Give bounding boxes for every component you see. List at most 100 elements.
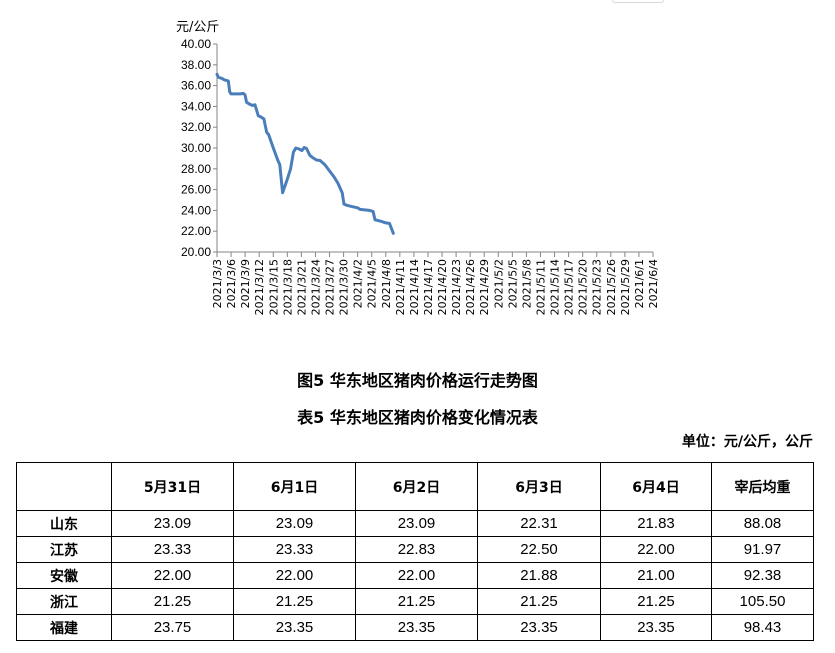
cell: 22.50 [477, 536, 601, 563]
header-cell-jun3: 6月3日 [477, 462, 601, 511]
x-tick-label: 2021/5/2 [492, 259, 505, 308]
table-row: 安徽 22.00 22.00 22.00 21.88 21.00 92.38 [16, 562, 814, 589]
x-tick-label: 2021/3/9 [239, 259, 252, 308]
price-line-series [215, 72, 395, 235]
cell: 23.09 [355, 510, 478, 537]
y-tick-label: 36.00 [181, 79, 211, 93]
cell: 22.83 [355, 536, 478, 563]
x-tick-label: 2021/5/20 [577, 259, 590, 315]
table-row: 福建 23.75 23.35 23.35 23.35 23.35 98.43 [16, 614, 814, 641]
cell: 23.09 [233, 510, 356, 537]
x-tick-label: 2021/5/14 [549, 259, 562, 315]
x-tick-label: 2021/4/20 [436, 259, 449, 315]
cell: 22.00 [355, 562, 478, 589]
cell: 21.25 [233, 588, 356, 615]
price-change-table: 5月31日 6月1日 6月2日 6月3日 6月4日 宰后均重 山东 23.09 … [16, 462, 814, 641]
x-tick-label: 2021/3/21 [295, 259, 308, 315]
x-tick-label: 2021/5/23 [591, 259, 604, 315]
y-tick-label: 20.00 [181, 245, 211, 259]
y-tick-label: 38.00 [181, 58, 211, 72]
x-tick-label: 2021/4/8 [380, 259, 393, 308]
y-tick-label: 32.00 [181, 120, 211, 134]
y-tick-label: 34.00 [181, 99, 211, 113]
x-tick-label: 2021/4/5 [366, 259, 379, 308]
x-tick-label: 2021/3/12 [253, 259, 266, 315]
cell: 23.09 [111, 510, 234, 537]
x-tick-label: 2021/5/5 [506, 259, 519, 308]
x-tick-label: 2021/5/26 [605, 259, 618, 315]
x-tick-label: 2021/4/11 [394, 259, 407, 315]
unit-note: 单位：元/公斤，公斤 [681, 434, 813, 450]
x-tick-label: 2021/4/26 [464, 259, 477, 315]
table-header-row: 5月31日 6月1日 6月2日 6月3日 6月4日 宰后均重 [16, 462, 814, 511]
y-tick-label: 22.00 [181, 224, 211, 238]
y-tick-label: 28.00 [181, 162, 211, 176]
y-tick-label: 30.00 [181, 141, 211, 155]
cell: 88.08 [711, 510, 814, 537]
cell: 23.33 [233, 536, 356, 563]
cell: 23.35 [477, 614, 601, 641]
cell: 23.35 [355, 614, 478, 641]
header-cell-avg-weight: 宰后均重 [711, 462, 814, 511]
cell: 23.75 [111, 614, 234, 641]
figure-title: 图5 华东地区猪肉价格运行走势图 [297, 371, 538, 390]
chart-plot-area: 元/公斤 40.00 38.00 36.00 34.00 32.00 30.00 28.00… [176, 20, 660, 315]
x-tick-label: 2021/3/3 [211, 259, 224, 308]
cell: 21.83 [600, 510, 712, 537]
y-tick-label: 40.00 [181, 37, 211, 51]
y-tick-label: 24.00 [181, 203, 211, 217]
y-axis: 40.00 38.00 36.00 34.00 32.00 30.00 28.00 26.00… [181, 37, 218, 259]
corner-artifact [612, 0, 664, 3]
table-row: 山东 23.09 23.09 23.09 22.31 21.83 88.08 [16, 510, 814, 537]
cell: 22.00 [111, 562, 234, 589]
cell: 23.35 [600, 614, 712, 641]
cell: 92.38 [711, 562, 814, 589]
x-tick-label: 2021/3/24 [309, 259, 322, 315]
x-tick-label: 2021/5/8 [520, 259, 533, 308]
x-tick-label: 2021/4/2 [352, 259, 365, 308]
header-cell-jun2: 6月2日 [355, 462, 478, 511]
row-label: 浙江 [16, 588, 112, 615]
x-tick-label: 2021/3/27 [324, 259, 337, 315]
row-label: 福建 [16, 614, 112, 641]
x-tick-label: 2021/3/6 [225, 259, 238, 308]
x-tick-label: 2021/4/29 [478, 259, 491, 315]
cell: 22.00 [233, 562, 356, 589]
x-tick-label: 2021/4/23 [450, 259, 463, 315]
x-tick-label: 2021/4/14 [408, 259, 421, 315]
header-cell-jun4: 6月4日 [600, 462, 712, 511]
header-cell-jun1: 6月1日 [233, 462, 356, 511]
cell: 21.25 [477, 588, 601, 615]
table-row: 江苏 23.33 23.33 22.83 22.50 22.00 91.97 [16, 536, 814, 563]
x-tick-label: 2021/6/1 [633, 259, 646, 308]
cell: 21.25 [111, 588, 234, 615]
header-cell-may31: 5月31日 [111, 462, 234, 511]
x-tick-label: 2021/3/30 [338, 259, 351, 315]
cell: 23.33 [111, 536, 234, 563]
x-tick-label: 2021/3/15 [267, 259, 280, 315]
table-title: 表5 华东地区猪肉价格变化情况表 [297, 408, 538, 427]
row-label: 安徽 [16, 562, 112, 589]
line-chart: 元/公斤 40.00 38.00 36.00 34.00 32.00 30.00 28.00… [176, 0, 664, 315]
x-tick-label: 2021/5/11 [534, 259, 547, 315]
row-label: 山东 [16, 510, 112, 537]
y-tick-label: 26.00 [181, 183, 211, 197]
x-tick-label: 2021/4/17 [422, 259, 435, 315]
cell: 22.00 [600, 536, 712, 563]
cell: 105.50 [711, 588, 814, 615]
cell: 21.25 [600, 588, 712, 615]
row-label: 江苏 [16, 536, 112, 563]
y-axis-unit-label: 元/公斤 [176, 20, 219, 35]
cell: 22.31 [477, 510, 601, 537]
cell: 21.00 [600, 562, 712, 589]
cell: 98.43 [711, 614, 814, 641]
x-tick-label: 2021/5/17 [563, 259, 576, 315]
cell: 91.97 [711, 536, 814, 563]
table-row: 浙江 21.25 21.25 21.25 21.25 21.25 105.50 [16, 588, 814, 615]
x-tick-label: 2021/5/29 [619, 259, 632, 315]
x-axis: 2021/3/3 2021/3/6 2021/3/9 2021/3/12 2021/3/… [211, 251, 660, 315]
cell: 21.25 [355, 588, 478, 615]
x-tick-label: 2021/6/4 [647, 259, 660, 308]
header-cell-empty [16, 462, 112, 511]
cell: 23.35 [233, 614, 356, 641]
